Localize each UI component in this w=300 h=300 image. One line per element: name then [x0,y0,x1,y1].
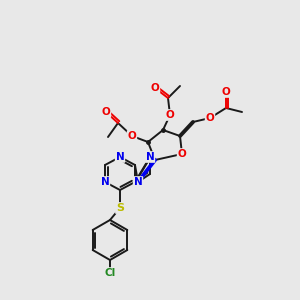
Text: O: O [206,113,214,123]
Text: O: O [151,83,159,93]
Text: N: N [134,177,142,187]
Text: O: O [102,107,110,117]
Text: O: O [222,87,230,97]
Text: Cl: Cl [104,268,116,278]
Text: N: N [116,152,124,162]
Text: N: N [100,177,109,187]
Text: S: S [116,203,124,213]
Text: O: O [166,110,174,120]
Text: N: N [146,152,154,162]
Text: O: O [178,149,186,159]
Text: O: O [128,131,136,141]
